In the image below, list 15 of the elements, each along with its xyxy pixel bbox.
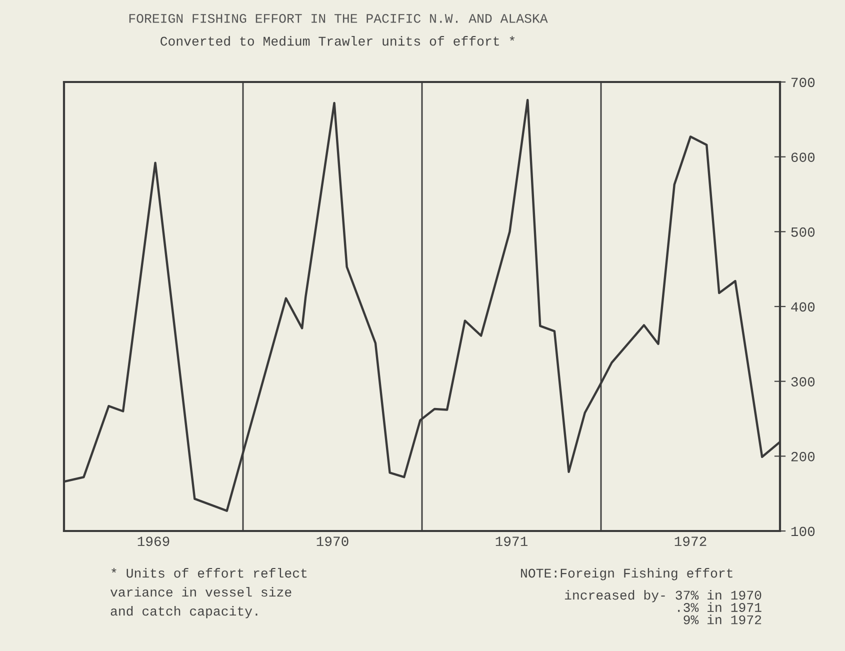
- y-tick-label: 100: [791, 526, 815, 536]
- text: * Units of effort reflect variance in vessel size and catch capacity.: [110, 568, 307, 618]
- x-tick-label: 1971: [496, 536, 528, 546]
- x-tick-label: 1969: [138, 536, 170, 546]
- chart-title: FOREIGN FISHING EFFORT IN THE PACIFIC N.W. AND ALASKA: [129, 14, 548, 23]
- y-tick-label: 600: [791, 152, 815, 162]
- chart-subtitle: Converted to Medium Trawler units of effort *: [160, 36, 515, 46]
- y-tick-label: 200: [791, 452, 815, 462]
- x-tick-label: 1970: [316, 536, 348, 546]
- y-tick-label: 500: [791, 227, 815, 237]
- y-tick-label: 300: [791, 377, 815, 387]
- y-tick-label: 400: [791, 302, 815, 312]
- y-tick-label: 700: [791, 78, 815, 88]
- text: NOTE:Foreign Fishing effort increased by- 37% in 1970 .3% in 1971 9% in 1972: [521, 568, 762, 624]
- x-tick-label: 1972: [674, 536, 706, 546]
